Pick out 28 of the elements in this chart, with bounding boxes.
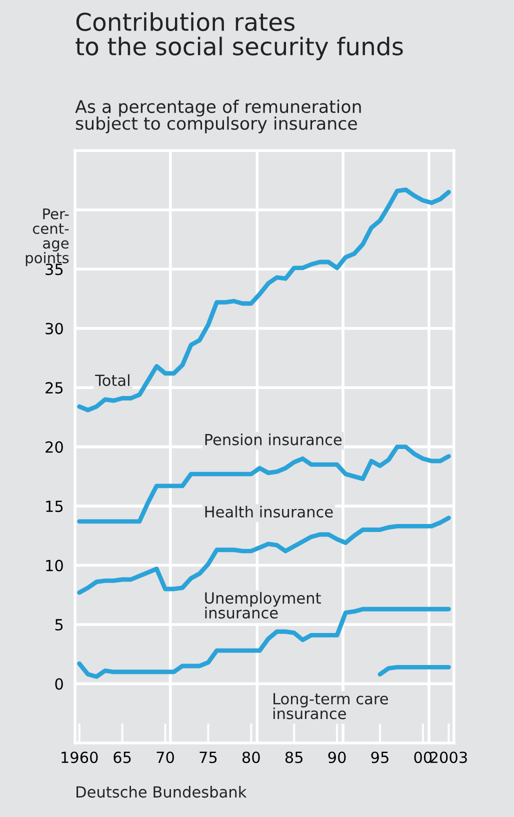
- y-tick-label: 20: [46, 441, 63, 453]
- x-tick-label: 85: [285, 752, 302, 764]
- y-tick-label: 15: [46, 500, 63, 512]
- y-tick-label: 5: [55, 619, 63, 631]
- series-label: Long-term care insurance: [273, 693, 388, 720]
- line-series: [77, 188, 451, 412]
- series-label: Health insurance: [205, 506, 333, 518]
- y-tick-label: 30: [46, 322, 63, 334]
- y-tick-label: 0: [55, 678, 63, 690]
- x-tick-label: 75: [200, 752, 217, 764]
- series-label: Total: [95, 374, 130, 386]
- x-tick-label: 95: [371, 752, 388, 764]
- line-series: [77, 606, 451, 679]
- y-tick-label: 10: [46, 560, 63, 572]
- x-tick-label: 00: [414, 752, 432, 764]
- series-label: Unemployment insurance: [205, 592, 321, 619]
- chart-title: Contribution rates to the social security funds: [76, 12, 403, 60]
- series-label: Pension insurance: [205, 434, 342, 446]
- text: Deutsche Bundesbank: [76, 786, 247, 798]
- x-tick-label: 80: [242, 752, 260, 764]
- x-tick-label: 90: [328, 752, 346, 764]
- line-series: [77, 444, 451, 524]
- chart-subtitle: As a percentage of remuneration subject to compulsory insurance: [75, 100, 361, 134]
- y-tick-label: 25: [46, 382, 63, 394]
- x-tick-label: 2003: [430, 752, 467, 764]
- x-tick-label: 1960: [62, 752, 98, 764]
- x-tick-label: 70: [156, 752, 174, 764]
- x-tick-label: 65: [114, 752, 131, 764]
